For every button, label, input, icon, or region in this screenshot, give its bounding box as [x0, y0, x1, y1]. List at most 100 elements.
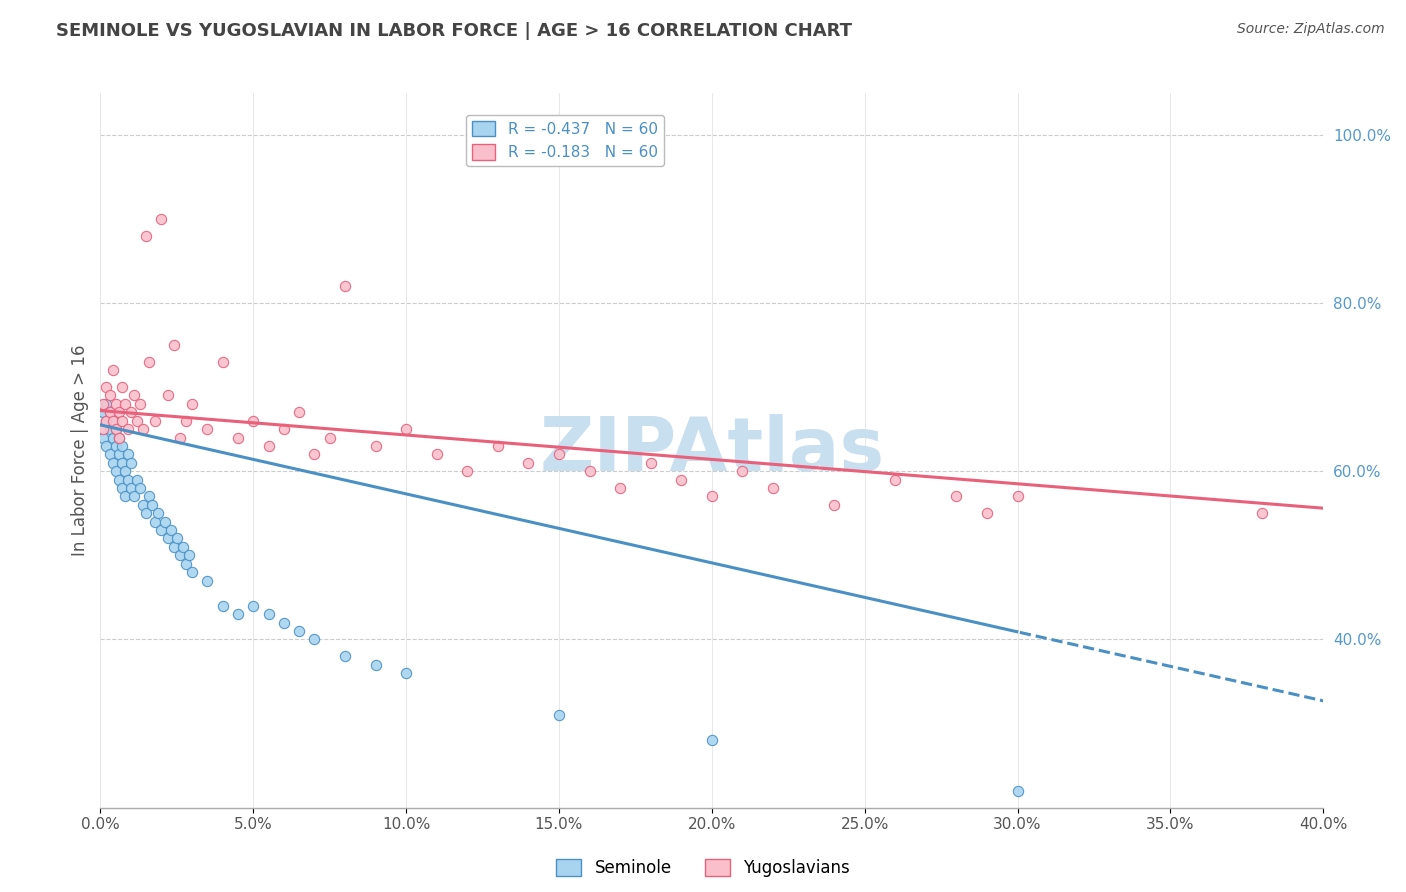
Point [107, 447, 129, 461]
Point [163, 338, 186, 352]
Point [132, 422, 155, 436]
Point [135, 506, 157, 520]
Point [117, 422, 139, 436]
Point [101, 456, 124, 470]
Point [257, 607, 280, 622]
Point [104, 464, 127, 478]
Point [129, 481, 152, 495]
Point [141, 498, 163, 512]
Point [395, 422, 418, 436]
Point [548, 708, 571, 723]
Point [107, 405, 129, 419]
Point [138, 490, 160, 504]
Point [211, 355, 233, 369]
Point [104, 422, 127, 436]
Point [333, 649, 356, 664]
Point [166, 532, 188, 546]
Point [181, 397, 204, 411]
Point [174, 414, 197, 428]
Point [242, 599, 264, 613]
Point [120, 456, 142, 470]
Point [114, 490, 136, 504]
Point [107, 430, 129, 444]
Point [93, 397, 115, 411]
Point [1007, 784, 1029, 798]
Point [288, 405, 311, 419]
Point [318, 430, 340, 444]
Point [93, 405, 115, 419]
Point [96, 397, 118, 411]
Point [823, 498, 845, 512]
Point [125, 473, 148, 487]
Point [195, 422, 218, 436]
Point [174, 557, 197, 571]
Point [107, 473, 129, 487]
Point [159, 523, 181, 537]
Point [93, 430, 115, 444]
Point [700, 490, 723, 504]
Point [120, 405, 142, 419]
Point [104, 422, 127, 436]
Point [762, 481, 785, 495]
Point [96, 380, 118, 394]
Point [976, 506, 998, 520]
Point [609, 481, 631, 495]
Point [426, 447, 449, 461]
Point [273, 422, 295, 436]
Point [104, 439, 127, 453]
Point [111, 414, 134, 428]
Point [578, 464, 600, 478]
Point [169, 549, 191, 563]
Point [145, 515, 167, 529]
Point [731, 464, 754, 478]
Point [181, 565, 204, 579]
Point [93, 422, 115, 436]
Point [135, 228, 157, 243]
Point [395, 666, 418, 681]
Point [114, 397, 136, 411]
Point [111, 439, 134, 453]
Point [114, 464, 136, 478]
Point [98, 422, 121, 436]
Point [150, 211, 173, 226]
Text: ZIPAtlas: ZIPAtlas [540, 414, 884, 487]
Point [98, 388, 121, 402]
Point [101, 414, 124, 428]
Point [96, 439, 118, 453]
Point [640, 456, 662, 470]
Point [117, 473, 139, 487]
Point [101, 430, 124, 444]
Point [364, 439, 387, 453]
Y-axis label: In Labor Force | Age > 16: In Labor Force | Age > 16 [72, 344, 89, 556]
Point [122, 490, 145, 504]
Point [172, 540, 194, 554]
Point [242, 414, 264, 428]
Point [129, 397, 152, 411]
Point [122, 388, 145, 402]
Point [111, 380, 134, 394]
Text: SEMINOLE VS YUGOSLAVIAN IN LABOR FORCE | AGE > 16 CORRELATION CHART: SEMINOLE VS YUGOSLAVIAN IN LABOR FORCE |… [56, 22, 852, 40]
Point [273, 615, 295, 630]
Point [1251, 506, 1274, 520]
Point [700, 733, 723, 747]
Point [1007, 490, 1029, 504]
Point [101, 363, 124, 377]
Point [884, 473, 907, 487]
Point [156, 388, 179, 402]
Legend: Seminole, Yugoslavians: Seminole, Yugoslavians [550, 852, 856, 884]
Point [156, 532, 179, 546]
Legend: R = -0.437   N = 60, R = -0.183   N = 60: R = -0.437 N = 60, R = -0.183 N = 60 [467, 114, 664, 167]
Point [148, 506, 170, 520]
Point [548, 447, 571, 461]
Point [125, 414, 148, 428]
Point [195, 574, 218, 588]
Point [945, 490, 967, 504]
Point [226, 607, 249, 622]
Point [111, 456, 134, 470]
Point [486, 439, 509, 453]
Point [304, 447, 326, 461]
Point [96, 414, 118, 428]
Point [150, 523, 173, 537]
Point [288, 624, 311, 638]
Point [226, 430, 249, 444]
